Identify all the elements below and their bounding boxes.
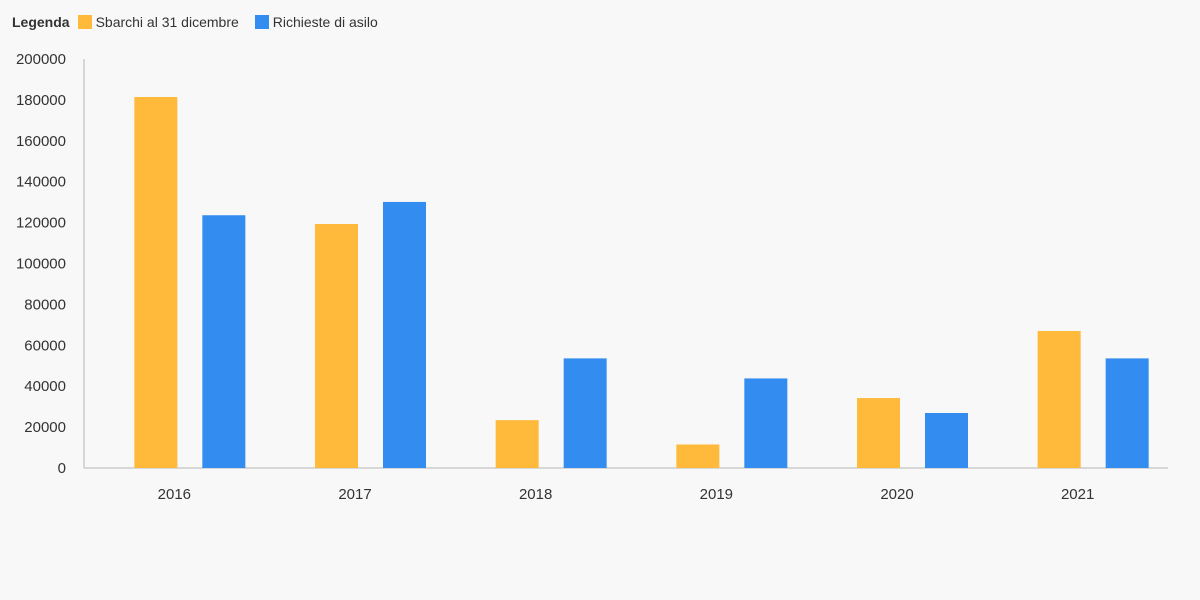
legend: Legenda Sbarchi al 31 dicembre Richieste… xyxy=(12,12,394,32)
x-tick-label: 2017 xyxy=(338,486,371,503)
legend-swatch-asylum xyxy=(254,15,269,29)
x-tick-label: 2020 xyxy=(880,486,913,503)
y-tick-label: 80000 xyxy=(24,296,66,313)
bar-asylum-2017[interactable] xyxy=(383,201,426,468)
y-tick-label: 120000 xyxy=(16,215,66,232)
bar-landings-2021[interactable] xyxy=(1037,330,1081,468)
y-tick-label: 20000 xyxy=(24,419,66,436)
bar-asylum-2016[interactable] xyxy=(202,215,246,468)
x-tick-label: 2016 xyxy=(158,486,191,503)
legend-item-asylum[interactable]: Richieste di asilo xyxy=(254,14,378,30)
y-tick-label: 40000 xyxy=(24,378,66,395)
legend-item-landings[interactable]: Sbarchi al 31 dicembre xyxy=(77,14,239,30)
x-tick-label: 2019 xyxy=(700,486,733,503)
y-tick-label: 200000 xyxy=(16,51,66,68)
legend-label-landings: Sbarchi al 31 dicembre xyxy=(95,14,239,30)
y-tick-label: 140000 xyxy=(16,174,66,191)
bar-asylum-2018[interactable] xyxy=(563,358,607,468)
legend-title: Legenda xyxy=(12,14,70,30)
bar-landings-2017[interactable] xyxy=(315,224,358,468)
bar-asylum-2020[interactable] xyxy=(925,412,968,468)
y-tick-label: 180000 xyxy=(16,92,66,109)
x-tick-label: 2018 xyxy=(519,486,552,503)
legend-label-asylum: Richieste di asilo xyxy=(272,14,378,30)
y-tick-label: 0 xyxy=(58,460,66,477)
bar-landings-2016[interactable] xyxy=(134,97,178,469)
bar-landings-2020[interactable] xyxy=(857,398,900,468)
bar-landings-2019[interactable] xyxy=(676,444,720,468)
x-tick-label: 2021 xyxy=(1061,486,1094,503)
bar-asylum-2019[interactable] xyxy=(744,378,788,468)
y-tick-label: 160000 xyxy=(16,133,66,150)
y-tick-label: 100000 xyxy=(16,256,66,273)
y-tick-label: 60000 xyxy=(24,337,66,354)
bar-landings-2018[interactable] xyxy=(495,420,539,468)
bar-asylum-2021[interactable] xyxy=(1105,358,1149,468)
legend-swatch-landings xyxy=(77,15,92,29)
